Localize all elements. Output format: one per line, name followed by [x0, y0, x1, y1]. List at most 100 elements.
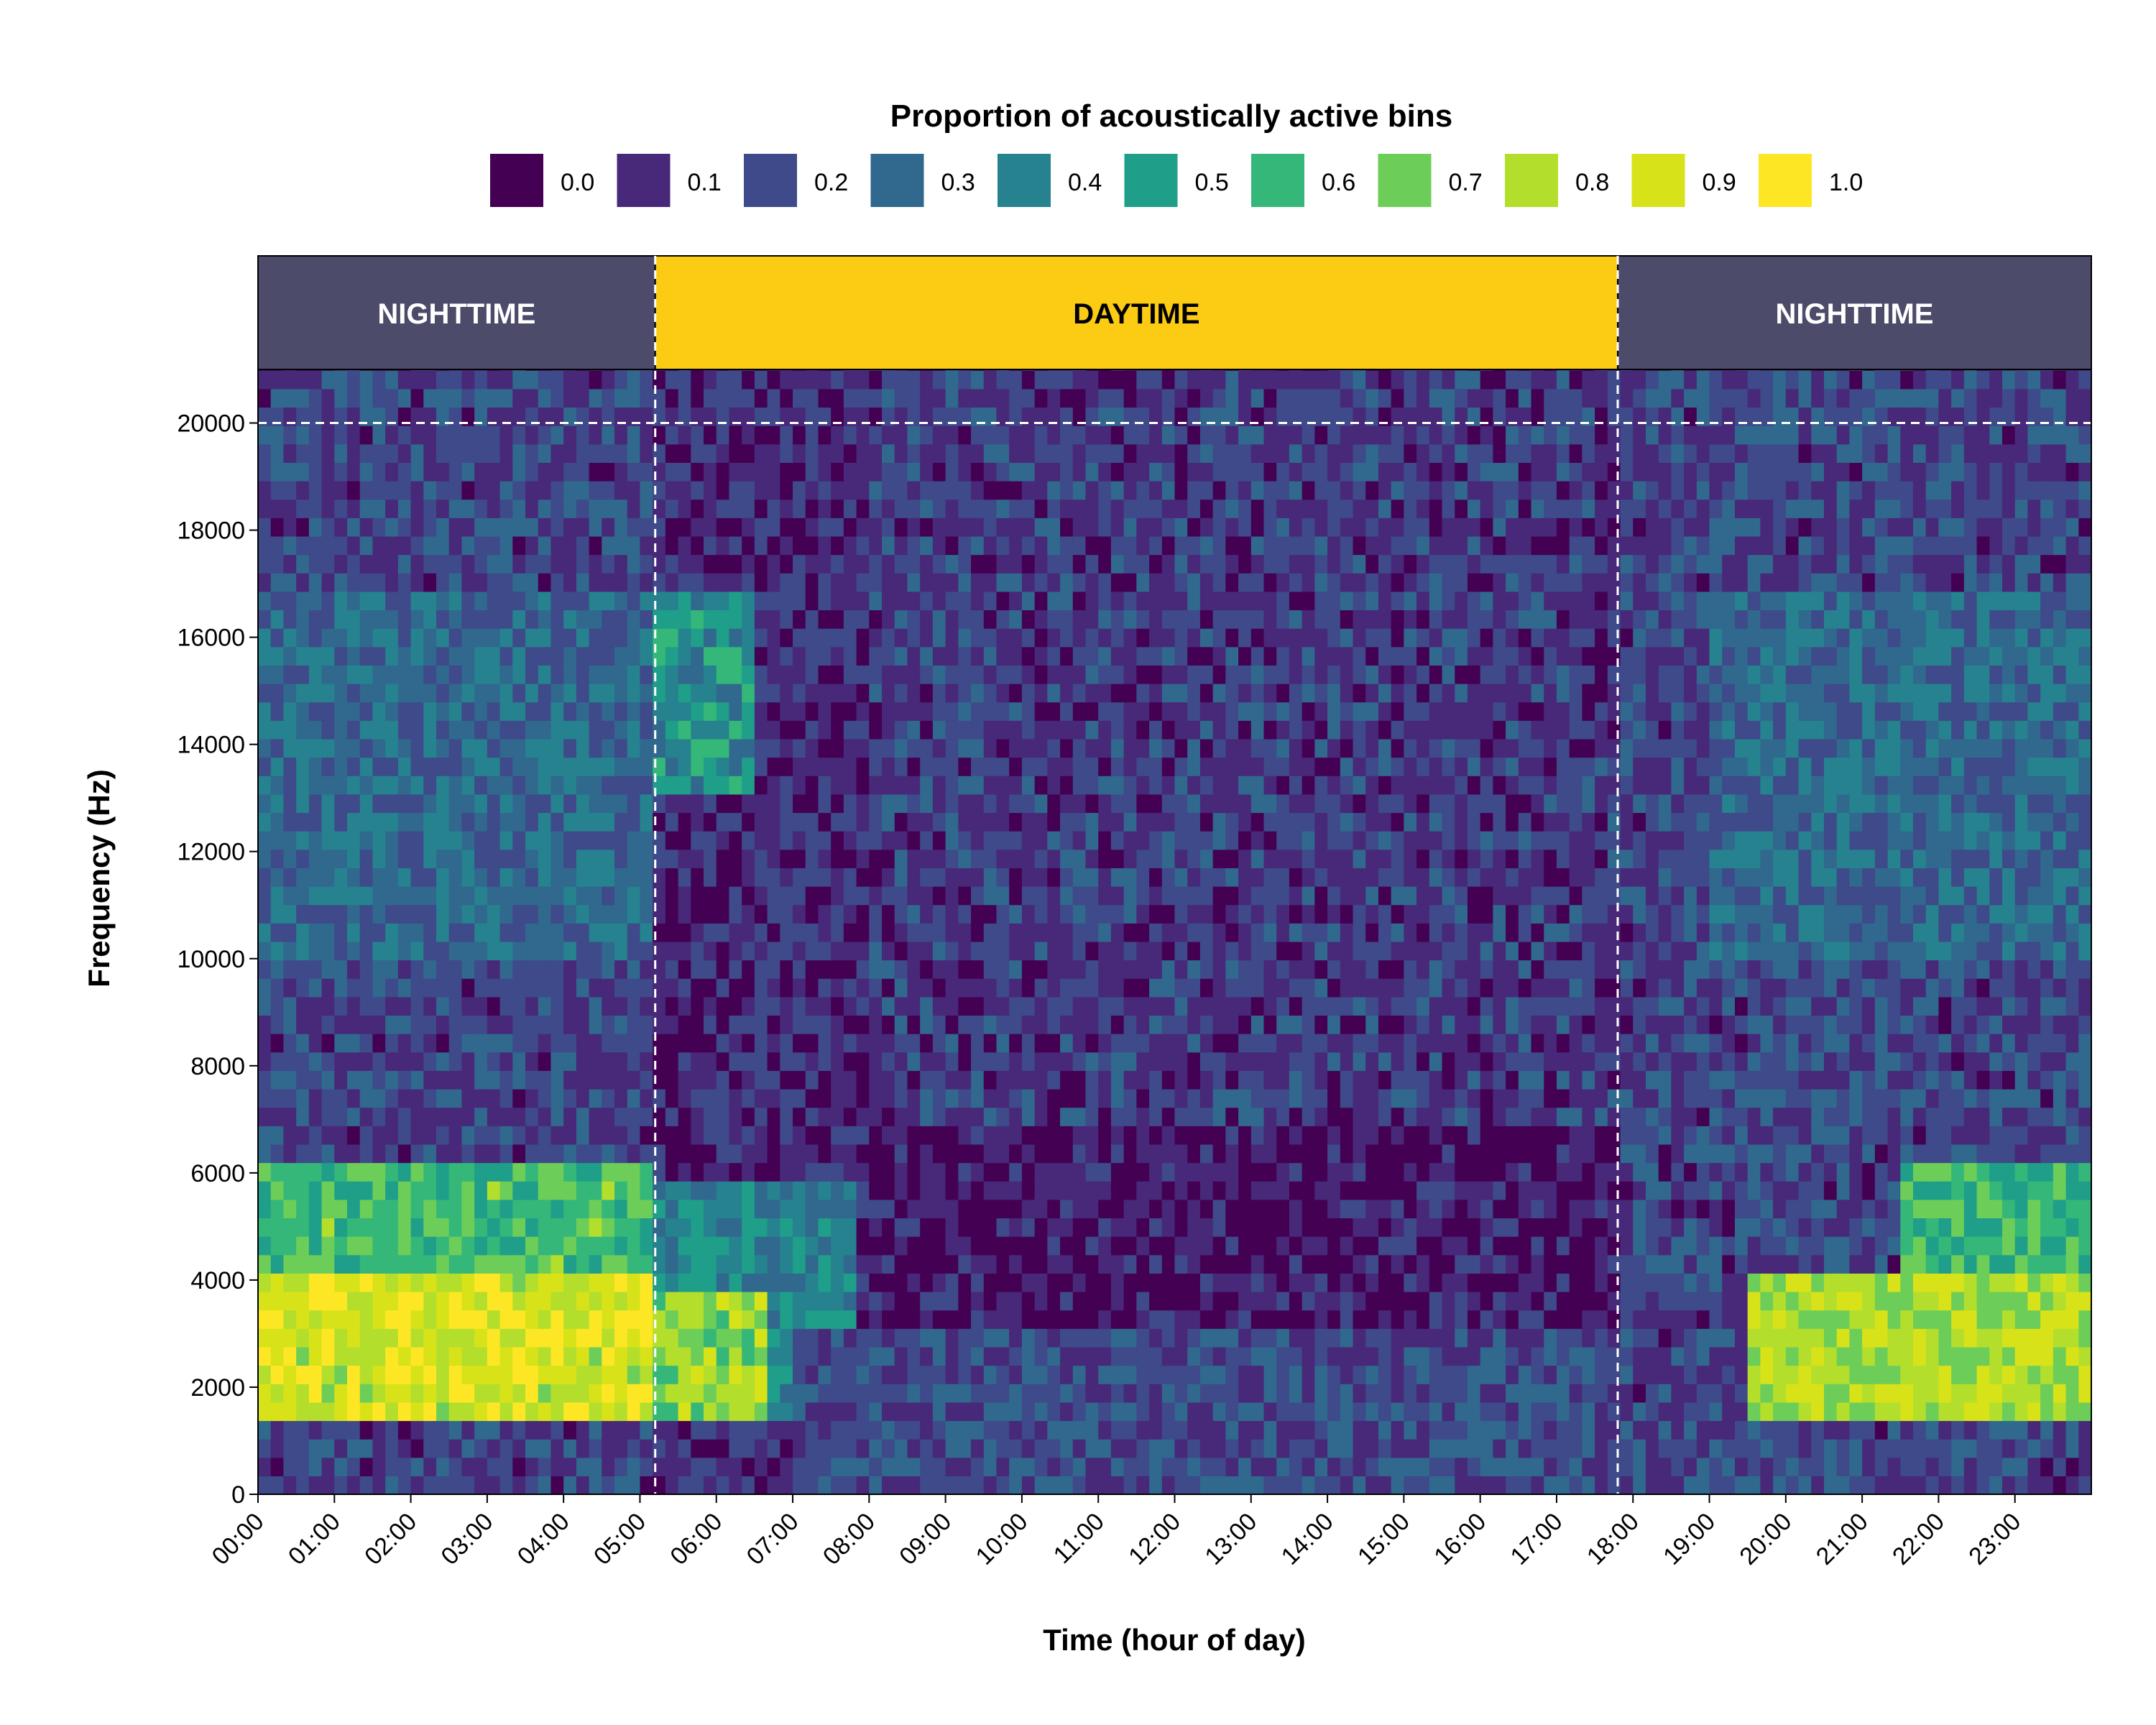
- legend-label: 0.7: [1449, 169, 1483, 196]
- heatmap-cell: [372, 794, 386, 814]
- heatmap-cell: [270, 702, 285, 721]
- heatmap-cell: [767, 794, 780, 814]
- heatmap-cell: [856, 941, 870, 961]
- heatmap-cell: [614, 1346, 628, 1366]
- heatmap-cell: [308, 941, 323, 961]
- heatmap-cell: [474, 812, 488, 832]
- heatmap-cell: [589, 554, 602, 574]
- heatmap-cell: [1123, 481, 1137, 500]
- heatmap-cell: [372, 1254, 386, 1274]
- heatmap-cell: [1238, 388, 1252, 408]
- heatmap-cell: [258, 886, 272, 906]
- heatmap-cell: [436, 738, 450, 758]
- heatmap-cell: [589, 720, 602, 740]
- heatmap-cell: [1085, 1457, 1099, 1476]
- heatmap-cell: [397, 1089, 412, 1108]
- heatmap-cell: [1212, 702, 1226, 721]
- heatmap-cell: [1212, 1328, 1226, 1348]
- heatmap-cell: [1072, 1365, 1087, 1384]
- heatmap-cell: [869, 1346, 883, 1366]
- heatmap-cell: [1110, 1015, 1125, 1034]
- heatmap-cell: [754, 1070, 768, 1090]
- heatmap-cell: [614, 849, 628, 868]
- heatmap-cell: [550, 757, 564, 776]
- heatmap-cell: [767, 684, 780, 703]
- heatmap-cell: [742, 776, 755, 795]
- heatmap-cell: [296, 628, 310, 648]
- heatmap-cell: [793, 518, 806, 537]
- heatmap-cell: [1263, 1273, 1277, 1292]
- heatmap-cell: [805, 1218, 819, 1237]
- heatmap-cell: [1047, 923, 1061, 942]
- heatmap-cell: [423, 923, 437, 942]
- heatmap-cell: [461, 573, 475, 592]
- heatmap-cell: [487, 388, 501, 408]
- heatmap-cell: [640, 812, 653, 832]
- heatmap-cell: [347, 665, 361, 684]
- heatmap-cell: [1149, 996, 1163, 1016]
- heatmap-cell: [1034, 573, 1048, 592]
- heatmap-cell: [1187, 535, 1201, 556]
- heatmap-cell: [602, 407, 615, 426]
- heatmap-cell: [1021, 886, 1036, 906]
- heatmap-cell: [1263, 794, 1277, 814]
- heatmap-cell: [525, 370, 539, 390]
- heatmap-cell: [1187, 960, 1201, 979]
- heatmap-cell: [716, 812, 730, 832]
- heatmap-cell: [538, 665, 552, 684]
- heatmap-cell: [270, 886, 285, 906]
- heatmap-cell: [767, 646, 780, 666]
- heatmap-cell: [372, 720, 386, 740]
- heatmap-cell: [461, 1199, 475, 1219]
- heatmap-cell: [1199, 1384, 1214, 1403]
- heatmap-cell: [1263, 849, 1277, 868]
- heatmap-cell: [856, 812, 870, 832]
- heatmap-cell: [882, 738, 895, 758]
- heatmap-cell: [487, 1254, 501, 1274]
- heatmap-cell: [1187, 978, 1201, 998]
- heatmap-cell: [1060, 849, 1074, 868]
- heatmap-cell: [1199, 738, 1214, 758]
- heatmap-cell: [423, 720, 437, 740]
- heatmap-cell: [410, 1402, 424, 1422]
- legend-label: 0.3: [941, 169, 975, 196]
- heatmap-cell: [920, 868, 934, 887]
- heatmap-cell: [691, 1310, 704, 1329]
- heatmap-cell: [983, 776, 998, 795]
- heatmap-cell: [461, 684, 475, 703]
- heatmap-cell: [1250, 1457, 1265, 1476]
- heatmap-cell: [780, 1476, 793, 1495]
- heatmap-cell: [576, 738, 590, 758]
- heatmap-cell: [729, 1457, 742, 1476]
- heatmap-cell: [1225, 370, 1239, 390]
- heatmap-cell: [678, 1015, 691, 1034]
- heatmap-cell: [793, 1328, 806, 1348]
- heatmap-cell: [716, 1365, 730, 1384]
- heatmap-cell: [780, 628, 793, 648]
- heatmap-cell: [780, 1254, 793, 1274]
- heatmap-cell: [1199, 996, 1214, 1016]
- heatmap-cell: [1212, 646, 1226, 666]
- heatmap-cell: [461, 1162, 475, 1182]
- heatmap-cell: [678, 610, 691, 629]
- heatmap-cell: [691, 481, 704, 500]
- heatmap-cell: [461, 1181, 475, 1200]
- heatmap-cell: [805, 996, 819, 1016]
- heatmap-cell: [983, 665, 998, 684]
- heatmap-cell: [1072, 1292, 1087, 1311]
- heatmap-cell: [1047, 996, 1061, 1016]
- heatmap-cell: [359, 757, 374, 776]
- heatmap-cell: [831, 628, 844, 648]
- heatmap-cell: [1021, 1254, 1036, 1274]
- heatmap-cell: [436, 1199, 450, 1219]
- heatmap-cell: [996, 535, 1010, 556]
- heatmap-cell: [487, 462, 501, 482]
- heatmap-cell: [691, 941, 704, 961]
- heatmap-cell: [665, 1162, 679, 1182]
- heatmap-cell: [805, 941, 819, 961]
- heatmap-cell: [308, 1070, 323, 1090]
- heatmap-cell: [1161, 1218, 1176, 1237]
- heatmap-cell: [410, 720, 424, 740]
- heatmap-cell: [410, 481, 424, 500]
- heatmap-cell: [1199, 1107, 1214, 1126]
